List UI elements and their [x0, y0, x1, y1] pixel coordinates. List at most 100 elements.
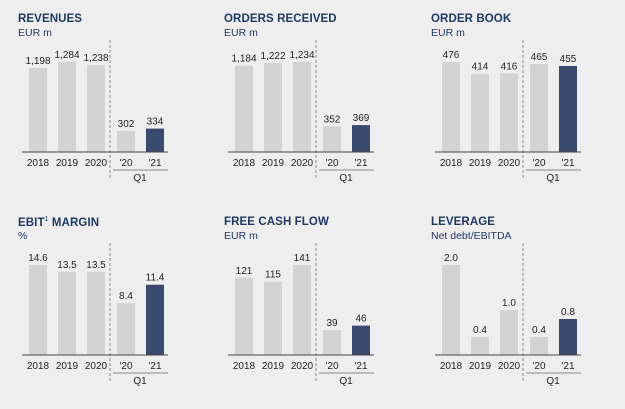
value-label: 2.0 — [444, 253, 458, 264]
value-label: 14.6 — [28, 253, 48, 264]
chart-panel-ebit-margin: EBIT1 MARGIN% 14.6 2018 13.5 2019 13.5 2020 8.4… — [0, 203, 208, 407]
bar-2019 — [471, 337, 489, 355]
value-label: 455 — [560, 54, 577, 65]
category-label: 2018 — [27, 158, 50, 169]
value-label: 1,238 — [83, 53, 108, 64]
value-label: 414 — [472, 62, 489, 73]
bar-2018 — [442, 62, 460, 152]
category-label: 2020 — [291, 361, 314, 372]
bar-2019 — [58, 62, 76, 152]
bar-chart: 1,198 2018 1,284 2019 1,238 2020 302 '20 334 '21Q… — [22, 40, 168, 184]
chart-title-suffix: MARGIN — [48, 217, 100, 229]
value-label: 0.4 — [473, 325, 487, 336]
chart-panel-revenues: REVENUES EUR m 1,198 2018 1,284 2019 1,238 2020… — [0, 0, 208, 204]
category-label: '20 — [119, 361, 132, 372]
chart-title-text: LEVERAGE — [431, 216, 496, 228]
bar-21 — [559, 65, 577, 152]
value-label: 302 — [118, 119, 135, 130]
value-label: 476 — [443, 50, 460, 61]
bar-2019 — [264, 281, 282, 355]
chart-title-text: ORDERS RECEIVED — [224, 13, 337, 25]
bar-21 — [146, 284, 164, 355]
value-label: 1,184 — [231, 54, 256, 65]
category-label: 2018 — [233, 158, 256, 169]
chart-unit-label: EUR m — [224, 230, 258, 242]
category-label: 2018 — [233, 361, 256, 372]
chart-title: LEVERAGE — [431, 216, 495, 228]
category-label: '21 — [561, 158, 574, 169]
category-label: 2019 — [56, 158, 79, 169]
category-label: 2020 — [85, 158, 108, 169]
value-label: 369 — [353, 113, 370, 124]
chart-unit-label: EUR m — [224, 27, 258, 39]
category-label: 2019 — [56, 361, 79, 372]
value-label: 13.5 — [86, 260, 106, 271]
bar-2019 — [58, 271, 76, 355]
category-label: '21 — [148, 158, 161, 169]
value-label: 11.4 — [146, 273, 165, 284]
bar-20 — [117, 303, 135, 355]
bar-20 — [323, 330, 341, 355]
value-label: 352 — [324, 114, 341, 125]
value-label: 46 — [355, 314, 367, 325]
chart-panel-leverage: LEVERAGE Net debt/EBITDA 2.0 2018 0.4 2019 1.0… — [413, 203, 621, 407]
bar-21 — [352, 325, 370, 355]
bar-2018 — [29, 265, 47, 355]
bar-2018 — [235, 65, 253, 152]
category-label: 2019 — [262, 158, 285, 169]
value-label: 1,222 — [260, 51, 285, 62]
value-label: 1,198 — [25, 56, 50, 67]
quarter-label: Q1 — [546, 173, 560, 184]
category-label: '20 — [119, 158, 132, 169]
category-label: 2019 — [262, 361, 285, 372]
value-label: 334 — [147, 117, 164, 128]
category-label: 2018 — [440, 361, 463, 372]
quarter-label: Q1 — [546, 376, 560, 387]
category-label: '20 — [325, 361, 338, 372]
bar-2020 — [293, 62, 311, 152]
footnote-marker: 1 — [44, 216, 49, 223]
category-label: '21 — [354, 158, 367, 169]
value-label: 39 — [326, 318, 338, 329]
category-label: 2019 — [469, 158, 492, 169]
chart-title-text: FREE CASH FLOW — [224, 216, 329, 228]
category-label: '20 — [325, 158, 338, 169]
value-label: 0.4 — [532, 325, 546, 336]
bar-21 — [146, 128, 164, 152]
bar-2020 — [500, 73, 518, 152]
chart-title-text: ORDER BOOK — [431, 13, 512, 25]
value-label: 465 — [531, 52, 548, 63]
bar-2018 — [442, 265, 460, 355]
bar-2018 — [29, 68, 47, 152]
chart-panel-orders-received: ORDERS RECEIVED EUR m 1,184 2018 1,222 2019 1,… — [206, 0, 414, 204]
quarter-label: Q1 — [339, 173, 353, 184]
bar-2019 — [471, 73, 489, 152]
chart-unit-label: EUR m — [431, 27, 465, 39]
value-label: 416 — [501, 61, 518, 72]
chart-unit-label: EUR m — [18, 27, 52, 39]
value-label: 8.4 — [119, 291, 133, 302]
bar-21 — [559, 319, 577, 355]
category-label: '20 — [532, 361, 545, 372]
category-label: 2018 — [440, 158, 463, 169]
bar-20 — [117, 130, 135, 152]
value-label: 13.5 — [57, 260, 77, 271]
value-label: 1.0 — [502, 298, 516, 309]
category-label: 2020 — [85, 361, 108, 372]
category-label: 2020 — [498, 158, 521, 169]
chart-title-text: REVENUES — [18, 13, 83, 25]
bar-2020 — [293, 265, 311, 355]
chart-title: FREE CASH FLOW — [224, 216, 329, 228]
chart-title: REVENUES — [18, 13, 82, 25]
bar-2019 — [264, 62, 282, 153]
chart-title: ORDER BOOK — [431, 13, 511, 25]
bar-21 — [352, 125, 370, 152]
category-label: '21 — [148, 361, 161, 372]
category-label: '20 — [532, 158, 545, 169]
value-label: 0.8 — [561, 307, 575, 318]
category-label: 2018 — [27, 361, 50, 372]
bar-20 — [530, 337, 548, 355]
